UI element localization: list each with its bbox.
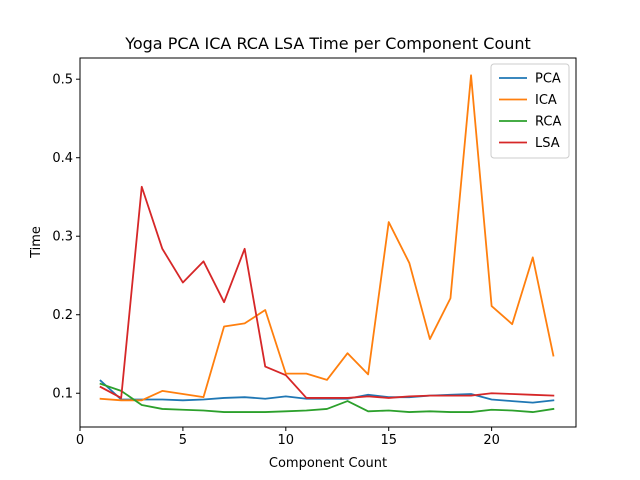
series-line-lsa — [99, 185, 555, 399]
x-tick-label: 0 — [76, 433, 84, 448]
series-line-rca — [99, 382, 555, 413]
y-tick-label: 0.1 — [52, 387, 73, 402]
y-tick-label: 0.4 — [52, 151, 73, 166]
x-axis-label: Component Count — [269, 456, 387, 471]
legend: PCA ICA RCA LSA — [490, 63, 570, 159]
x-tick-label: 10 — [278, 433, 295, 448]
x-tick-label: 20 — [483, 433, 500, 448]
y-tick-label: 0.2 — [52, 308, 73, 323]
legend-box — [490, 63, 570, 159]
chart-title: Yoga PCA ICA RCA LSA Time per Component … — [124, 34, 531, 53]
legend-label: RCA — [535, 115, 561, 130]
legend-label: LSA — [535, 136, 560, 151]
x-tick-label: 5 — [179, 433, 187, 448]
plot-frame — [79, 57, 577, 428]
series-layer — [99, 74, 555, 413]
series-line-ica — [99, 74, 555, 402]
legend-label: PCA — [535, 72, 561, 87]
legend-label: ICA — [535, 93, 557, 108]
x-tick-label: 15 — [380, 433, 397, 448]
y-axis-label: Time — [29, 226, 44, 259]
ticks-layer: 0 5 10 15 20 0.1 0.2 0.3 0.4 0.5 — [52, 73, 500, 448]
y-tick-label: 0.3 — [52, 230, 73, 245]
y-tick-label: 0.5 — [52, 73, 73, 88]
